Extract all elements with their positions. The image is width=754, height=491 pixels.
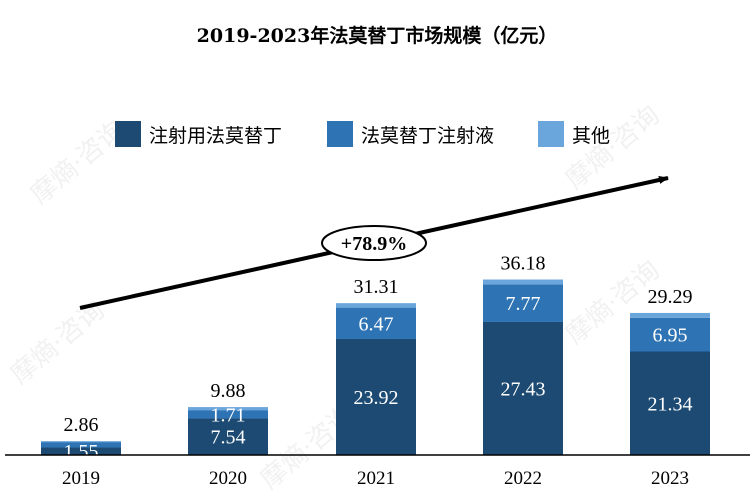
bar-total-label: 9.88 [211,380,246,402]
x-tick-label: 2021 [357,468,395,489]
bar-segment-label: 6.47 [359,313,394,335]
bar-segment-label: 7.77 [506,293,541,315]
x-tick-label: 2020 [209,468,247,489]
legend-swatch-injection-solution [327,121,353,147]
bar-segment [336,307,416,339]
x-tick-label: 2022 [504,468,542,489]
legend-label-injection-powder: 注射用法莫替丁 [149,125,282,147]
bar-segment [41,442,121,448]
bar-segment [41,447,121,455]
bar-segment [630,312,710,318]
bar-segment [188,418,268,455]
bar-segment-label: 6.95 [653,325,688,347]
bar-total-label: 31.31 [354,276,399,298]
legend-label-other: 其他 [572,125,610,147]
growth-annotation-oval [321,225,427,261]
bar-segment [336,303,416,308]
bar-total-label: 29.29 [648,286,693,308]
bar-total-label: 2.86 [64,414,99,436]
bar-segment-label: 23.92 [354,387,399,409]
bar-segment [483,284,563,322]
bar-segment-label: 1.55 [64,441,99,463]
legend-swatch-injection-powder [115,121,141,147]
watermark-layer: 摩熵·咨询 摩熵·咨询 摩熵·咨询 摩熵·咨询 摩熵·咨询 [5,100,665,491]
watermark: 摩熵·咨询 [5,295,110,390]
bar-segment [336,338,416,455]
bar-segment-label: 7.54 [211,427,246,449]
bar-segment-label: 1.71 [211,404,246,426]
bar-segment [630,351,710,455]
legend: 注射用法莫替丁 法莫替丁注射液 其他 [115,121,610,147]
x-tick-label: 2023 [651,468,689,489]
bar-segment [188,407,268,411]
growth-annotation: +78.9% [341,233,407,255]
chart-title: 2019-2023年法莫替丁市场规模（亿元） [197,24,558,47]
bar-segment-label: 21.34 [648,393,693,415]
bars: 1.55 2.86 7.541.719.88 23.92 6.47 31.31 27.43 7… [41,253,710,463]
watermark: 摩熵·咨询 [25,115,130,210]
legend-swatch-other [538,121,564,147]
bar-segment [41,441,121,443]
bar-segment-label: 27.43 [501,378,546,400]
bar-segment [483,321,563,455]
bar-segment [188,410,268,419]
bar-segment [630,317,710,352]
x-tick-labels: 2019 2020 2021 2022 2023 [62,468,689,489]
bar-segment [483,279,563,285]
bar-total-label: 36.18 [501,253,546,275]
legend-label-injection-solution: 法莫替丁注射液 [361,125,494,147]
x-tick-label: 2019 [62,468,100,489]
